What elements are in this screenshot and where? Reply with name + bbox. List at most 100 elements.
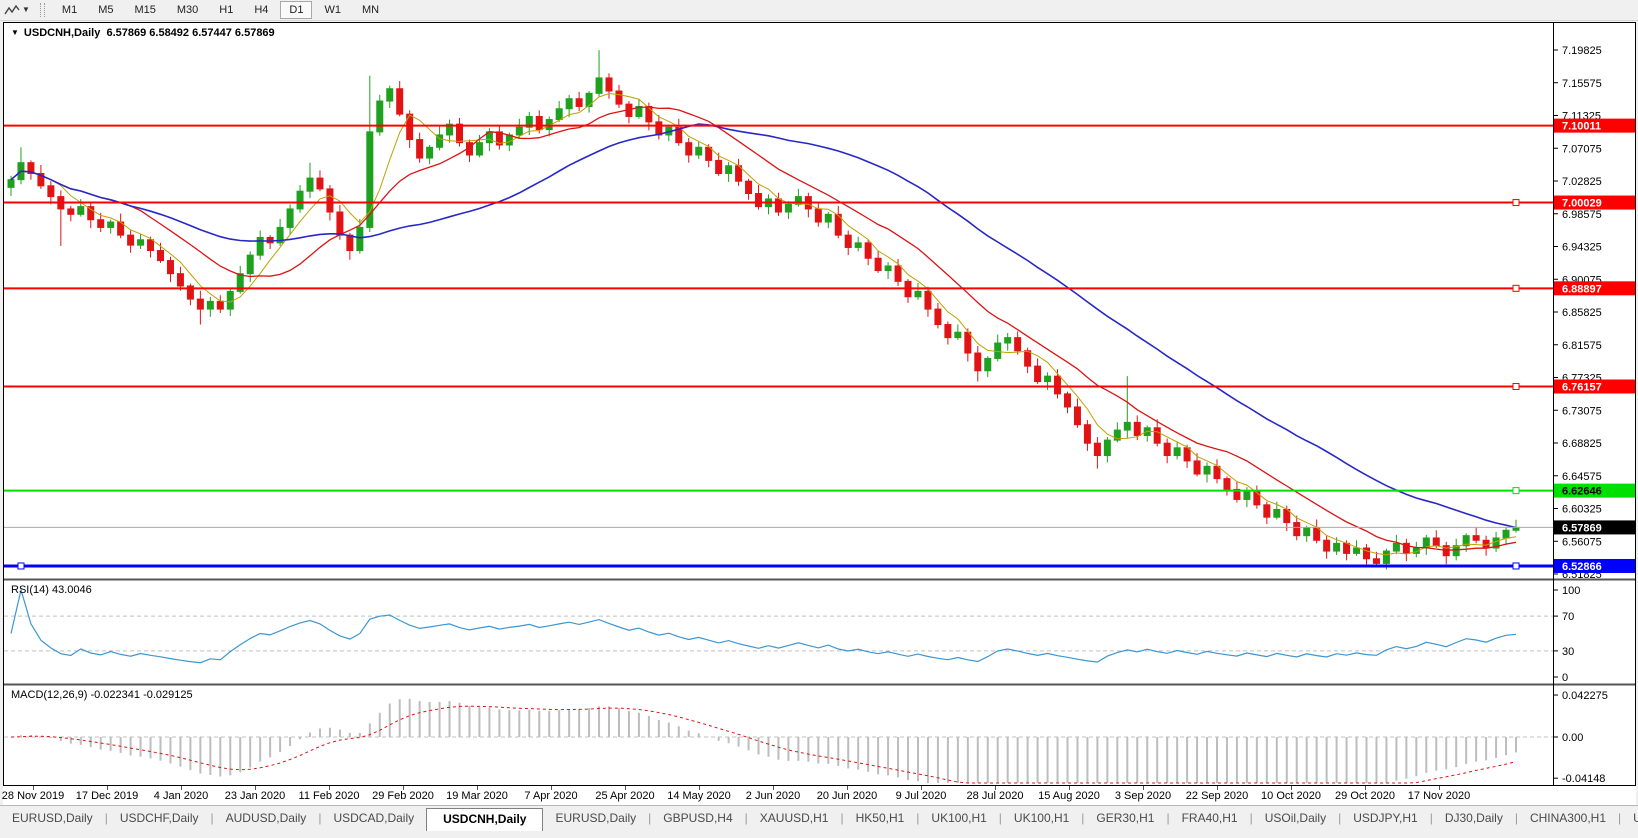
- svg-text:6.60325: 6.60325: [1562, 504, 1602, 516]
- toolbar-grip[interactable]: [39, 3, 45, 17]
- timeframe-button-m30[interactable]: M30: [168, 1, 207, 19]
- svg-text:7.19825: 7.19825: [1562, 45, 1602, 57]
- price-badge: [1554, 483, 1635, 498]
- hline-handle: [1512, 284, 1520, 292]
- tab-separator: |: [1338, 811, 1342, 825]
- date-tick: [1217, 786, 1218, 790]
- date-label: 4 Jan 2020: [153, 790, 209, 802]
- timeframe-button-m15[interactable]: M15: [125, 1, 164, 19]
- svg-text:7.07075: 7.07075: [1562, 143, 1602, 155]
- hline-handle: [1512, 487, 1520, 495]
- timeframe-button-h4[interactable]: H4: [245, 1, 277, 19]
- svg-text:6.57869: 6.57869: [1562, 522, 1602, 534]
- svg-text:7.10011: 7.10011: [1562, 121, 1601, 133]
- tab-separator: |: [1166, 811, 1170, 825]
- timeframe-button-w1[interactable]: W1: [315, 1, 350, 19]
- svg-text:100: 100: [1562, 585, 1580, 597]
- date-label: 17 Nov 2020: [1407, 790, 1471, 802]
- date-label: 7 Apr 2020: [524, 790, 578, 802]
- date-label: 11 Feb 2020: [298, 790, 360, 802]
- price-badge: [1554, 379, 1635, 394]
- svg-text:6.94325: 6.94325: [1562, 242, 1602, 254]
- tab-separator: |: [744, 811, 748, 825]
- date-label: 29 Oct 2020: [1335, 790, 1395, 802]
- svg-text:6.76157: 6.76157: [1562, 382, 1602, 394]
- candles-layer: [7, 50, 1520, 570]
- date-tick: [551, 786, 552, 790]
- timeframe-buttons: M1 M5 M15 M30 H1 H4 D1 W1 MN: [53, 1, 391, 19]
- tab-separator: |: [1249, 811, 1253, 825]
- tab-dj30-daily[interactable]: DJ30,Daily: [1444, 811, 1503, 825]
- tab-gbpusd-h4[interactable]: GBPUSD,H4: [663, 811, 733, 825]
- tab-separator: |: [1429, 811, 1433, 825]
- date-label: 10 Oct 2020: [1261, 790, 1321, 802]
- svg-text:6.73075: 6.73075: [1562, 405, 1602, 417]
- timeframe-toolbar: ▼ M1 M5 M15 M30 H1 H4 D1 W1 MN: [0, 0, 1638, 21]
- tab-separator: |: [1514, 811, 1518, 825]
- date-tick: [699, 786, 700, 790]
- tab-china300-h1[interactable]: CHINA300,H1: [1529, 811, 1606, 825]
- svg-text:6.56075: 6.56075: [1562, 536, 1602, 548]
- date-label: 25 Apr 2020: [595, 790, 655, 802]
- date-tick: [847, 786, 848, 790]
- svg-text:70: 70: [1562, 611, 1574, 623]
- svg-text:6.81575: 6.81575: [1562, 340, 1602, 352]
- tab-eurusd-daily[interactable]: EURUSD,Daily: [12, 811, 93, 825]
- date-tick: [477, 786, 478, 790]
- date-label: 9 Jul 2020: [895, 790, 947, 802]
- tab-separator: |: [648, 811, 652, 825]
- tab-usoil-daily[interactable]: USOil,Daily: [1264, 811, 1327, 825]
- svg-text:7.00029: 7.00029: [1562, 198, 1602, 210]
- collapse-icon[interactable]: ▼: [11, 28, 19, 37]
- chart-symbol: USDCNH,Daily: [23, 27, 101, 39]
- date-tick: [625, 786, 626, 790]
- tab-ger30-h1[interactable]: GER30,H1: [1096, 811, 1155, 825]
- price-badge: [1554, 281, 1635, 296]
- chart-border: [3, 22, 1636, 786]
- svg-text:6.68825: 6.68825: [1562, 438, 1602, 450]
- timeframe-button-mn[interactable]: MN: [353, 1, 388, 19]
- date-axis[interactable]: 28 Nov 2019 17 Dec 2019 4 Jan 2020 23 Jan 2…: [2, 786, 1636, 806]
- tab-separator: |: [318, 811, 322, 825]
- svg-text:6.88897: 6.88897: [1562, 283, 1602, 295]
- chart-canvas[interactable]: 7.198257.155757.113257.070757.028256.985…: [3, 22, 1636, 786]
- timeframe-button-m5[interactable]: M5: [89, 1, 122, 19]
- svg-text:6.85825: 6.85825: [1562, 307, 1602, 319]
- tab-fra40-h1[interactable]: FRA40,H1: [1181, 811, 1238, 825]
- chart-window: 7.19825 7.15575 7.11325 7.07075 7.02825 6.985…: [3, 22, 1636, 786]
- tab-eurusd-daily[interactable]: EURUSD,Daily: [555, 811, 637, 825]
- rsi-line: [10, 587, 1517, 664]
- timeframe-button-d1[interactable]: D1: [280, 1, 313, 19]
- hline-handle: [1512, 199, 1520, 207]
- timeframe-button-h1[interactable]: H1: [210, 1, 242, 19]
- rsi-indicator-label: RSI(14) 43.0046: [11, 584, 92, 596]
- date-label: 20 Jun 2020: [816, 790, 878, 802]
- date-tick: [995, 786, 996, 790]
- tab-usdchf-daily[interactable]: USDCHF,Daily: [119, 811, 199, 825]
- tab-usoil-h1[interactable]: USOil,H1: [1633, 811, 1638, 825]
- tab-audusd-daily[interactable]: AUDUSD,Daily: [225, 811, 307, 825]
- timeframe-button-m1[interactable]: M1: [53, 1, 86, 19]
- tab-usdjpy-h1[interactable]: USDJPY,H1: [1353, 811, 1418, 825]
- current-price-badge: [1554, 520, 1635, 535]
- tab-hk50-h1[interactable]: HK50,H1: [855, 811, 905, 825]
- svg-text:7.02825: 7.02825: [1562, 176, 1602, 188]
- date-label: 3 Sep 2020: [1114, 790, 1172, 802]
- price-scale[interactable]: 7.198257.155757.113257.070757.028256.985…: [1553, 45, 1635, 785]
- tab-usdcad-daily[interactable]: USDCAD,Daily: [333, 811, 415, 825]
- tab-uk100-h1[interactable]: UK100,H1: [931, 811, 987, 825]
- price-badge: [1554, 195, 1635, 210]
- svg-text:-0.04148: -0.04148: [1562, 773, 1605, 785]
- date-label: 23 Jan 2020: [224, 790, 286, 802]
- chart-tab-bar: EURUSD,Daily | USDCHF,Daily | AUDUSD,Daily | U…: [0, 805, 1638, 838]
- svg-text:6.62646: 6.62646: [1562, 486, 1602, 498]
- tab-uk100-h1[interactable]: UK100,H1: [1013, 811, 1070, 825]
- tab-usdcnh-daily[interactable]: USDCNH,Daily: [426, 808, 544, 831]
- date-tick: [329, 786, 330, 790]
- chart-dropdown-arrow-icon[interactable]: ▼: [22, 5, 30, 14]
- zigzag-chart-icon[interactable]: [4, 4, 20, 17]
- tab-separator: |: [840, 811, 844, 825]
- date-tick: [1365, 786, 1366, 790]
- svg-text:7.15575: 7.15575: [1562, 78, 1602, 90]
- tab-xauusd-h1[interactable]: XAUUSD,H1: [759, 811, 829, 825]
